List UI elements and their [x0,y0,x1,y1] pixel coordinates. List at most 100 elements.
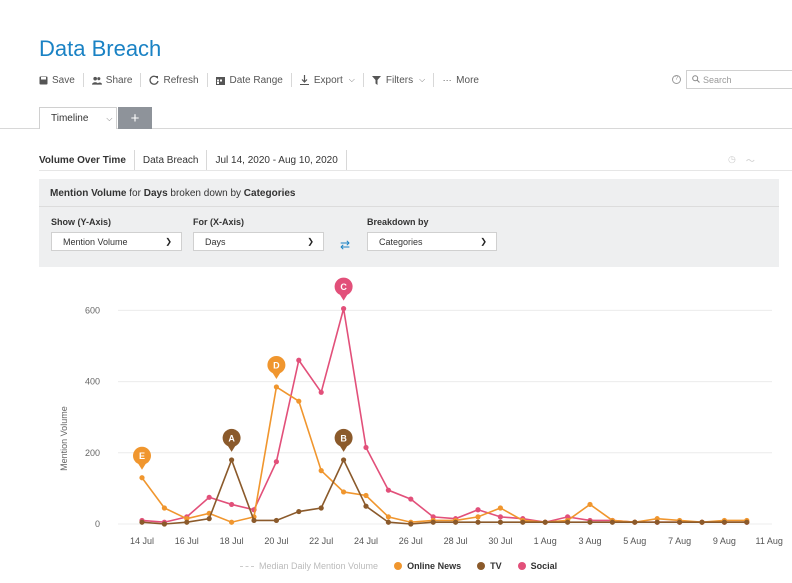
data-point [318,505,324,511]
annotation-marker [267,355,286,374]
toolbar: Save Share Refresh Date Range Export ⌵ F… [38,72,487,88]
legend-social[interactable]: Social [517,561,557,571]
data-point [520,519,526,525]
breakdown-select[interactable]: Categories ❯ [367,232,497,251]
swap-axes-icon[interactable]: ⇄ [340,238,351,252]
data-point [497,505,503,511]
heading-breakdown: Categories [243,188,296,199]
refresh-button[interactable]: Refresh [141,73,208,87]
data-point [341,489,347,495]
data-point [475,514,481,520]
data-point [565,514,571,520]
date-range-button[interactable]: Date Range [208,73,292,87]
chevron-down-icon[interactable]: ⌵ [106,113,113,123]
data-point [139,475,145,481]
date-range-label: Date Range [229,74,283,86]
legend-median-label: Median Daily Mention Volume [259,561,379,571]
data-point [587,501,593,508]
chevron-down-icon: ❯ [307,237,314,246]
legend-dot [477,562,486,570]
data-point [296,398,302,404]
data-point [408,521,414,527]
heading-metric: Mention Volume [50,188,127,199]
legend-online-news-label: Online News [407,561,462,571]
y-tick-label: 600 [85,305,100,315]
series-line-tv [141,457,747,525]
x-tick-label: 5 Aug [623,536,646,546]
chevron-down-icon: ❯ [480,237,487,246]
x-axis-value: Days [205,236,226,247]
filter-icon [372,75,382,85]
series-line-social [141,308,747,524]
save-label: Save [52,74,75,86]
data-point [229,457,235,463]
clock-icon[interactable]: ◷ [728,154,736,164]
data-point [296,357,302,363]
y-axis-label: Show (Y-Axis) [51,217,112,227]
data-point [677,519,683,525]
x-tick-label: 22 Jul [309,536,333,546]
save-button[interactable]: Save [38,73,84,87]
chart-legend: Median Daily Mention Volume Online News … [240,561,557,571]
legend-tv[interactable]: TV [477,561,502,571]
add-tab-button[interactable]: + [118,107,152,129]
help-icon[interactable]: ? [672,75,681,84]
series-line-online-news [141,385,747,524]
x-tick-label: 28 Jul [444,536,468,546]
data-point [430,519,436,525]
export-label: Export [313,74,343,86]
chart-config-panel: Mention Volume for Days broken down by C… [39,179,779,267]
chart-title: Volume Over Time [39,150,135,170]
chevron-down-icon: ⌵ [419,75,426,84]
page-title: Data Breach [39,36,162,61]
x-tick-label: 7 Aug [668,536,691,546]
data-point [296,508,302,515]
data-point [341,306,347,312]
data-point [542,519,548,525]
filters-button[interactable]: Filters ⌵ [364,73,435,87]
data-point [632,519,638,525]
chart-type-icon[interactable]: 〜 [745,156,755,166]
annotation-letter: E [139,451,145,461]
y-tick-label: 200 [85,448,100,458]
data-point [161,521,167,527]
data-point [497,519,503,525]
more-button[interactable]: ··· More [434,73,487,87]
data-point [318,468,324,474]
data-point [565,519,571,525]
share-button[interactable]: Share [84,73,142,87]
annotation-marker [133,446,151,465]
x-tick-label: 16 Jul [175,536,199,546]
y-axis-select[interactable]: Mention Volume ❯ [51,232,182,251]
data-point [453,519,459,525]
legend-dot [517,562,526,570]
share-label: Share [105,74,133,86]
data-point [385,514,391,520]
data-point [229,501,235,508]
volume-chart: 0 200 400 600 Mention Volume 14 Jul 16 Jul 18 J… [59,277,783,546]
date-range-text: Jul 14, 2020 - Aug 10, 2020 [207,150,347,170]
x-tick-label: 18 Jul [220,536,244,546]
heading-for: for [126,188,144,199]
x-axis-select[interactable]: Days ❯ [193,232,324,251]
data-point [273,384,279,390]
legend-online-news[interactable]: Online News [394,561,461,571]
data-point [251,517,257,524]
data-point [385,487,391,493]
x-tick-label: 20 Jul [264,536,288,546]
breakdown-label: Breakdown by [367,217,429,227]
data-point [318,389,324,395]
tab-timeline[interactable]: Timeline ⌵ [39,107,117,129]
data-point [184,516,190,522]
chevron-down-icon: ❯ [165,237,172,246]
search-input[interactable]: Search [686,70,792,89]
tab-bar: Timeline ⌵ + [0,107,792,129]
data-point [161,505,167,511]
export-button[interactable]: Export ⌵ [292,73,364,87]
legend-median[interactable]: Median Daily Mention Volume [240,561,378,571]
annotation-letter: D [273,360,280,370]
data-point [587,519,593,525]
heading-broken: broken down by [167,188,244,199]
legend-dot [394,562,403,570]
annotation-letter: C [340,282,347,292]
